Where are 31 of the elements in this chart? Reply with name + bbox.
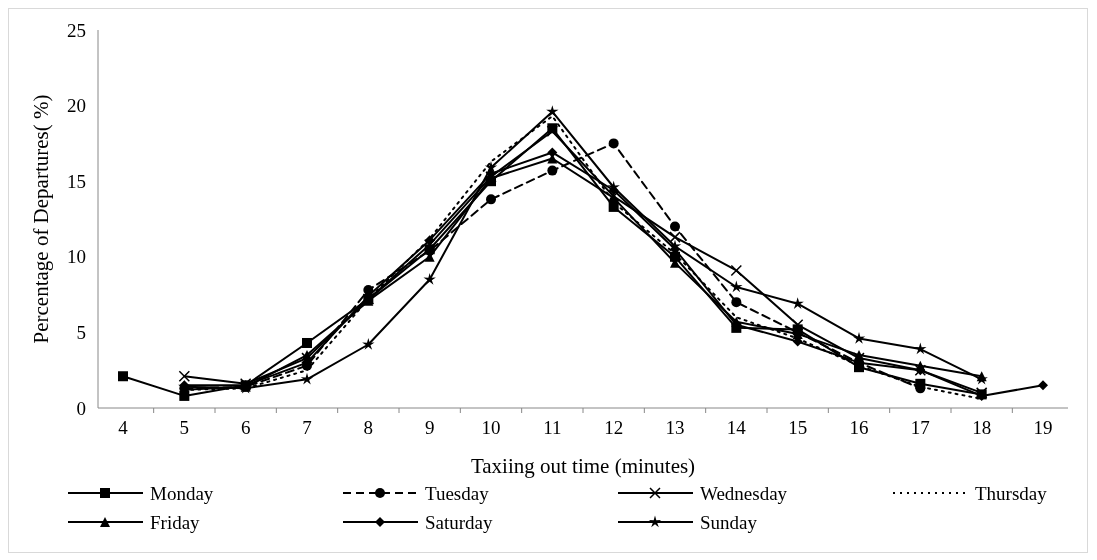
x-tick-label: 11 [543,417,562,438]
x-tick-label: 6 [240,417,251,438]
y-axis-title: Percentage of Departures( %) [29,94,53,344]
legend-label: Monday [150,482,214,504]
legend-label: Wednesday [700,482,788,504]
x-tick-label: 17 [910,417,930,438]
y-tick-label: 0 [76,397,86,419]
x-tick-label: 13 [665,417,685,438]
legend-label: Thursday [975,482,1048,504]
x-axis-title: Taxiing out time (minutes) [470,454,696,478]
legend-label: Sunday [700,511,758,533]
y-tick-label: 15 [67,170,86,192]
x-tick-label: 19 [1033,417,1053,438]
x-tick-label: 14 [726,417,747,438]
x-tick-label: 7 [302,417,312,438]
x-tick-label: 18 [972,417,992,438]
y-tick-label: 20 [67,95,86,117]
y-tick-label: 10 [67,246,86,268]
legend-label: Friday [150,511,201,533]
x-tick-label: 15 [788,417,808,438]
x-tick-label: 12 [604,417,624,438]
x-tick-label: 4 [118,417,129,438]
legend-label: Tuesday [425,482,490,504]
x-tick-label: 10 [481,417,501,438]
y-tick-label: 25 [67,19,86,41]
x-tick-label: 8 [363,417,374,438]
x-tick-label: 16 [849,417,869,438]
legend-label: Saturday [425,511,494,533]
x-tick-label: 5 [179,417,190,438]
x-tick-label: 9 [424,417,435,438]
y-tick-label: 5 [76,322,86,344]
